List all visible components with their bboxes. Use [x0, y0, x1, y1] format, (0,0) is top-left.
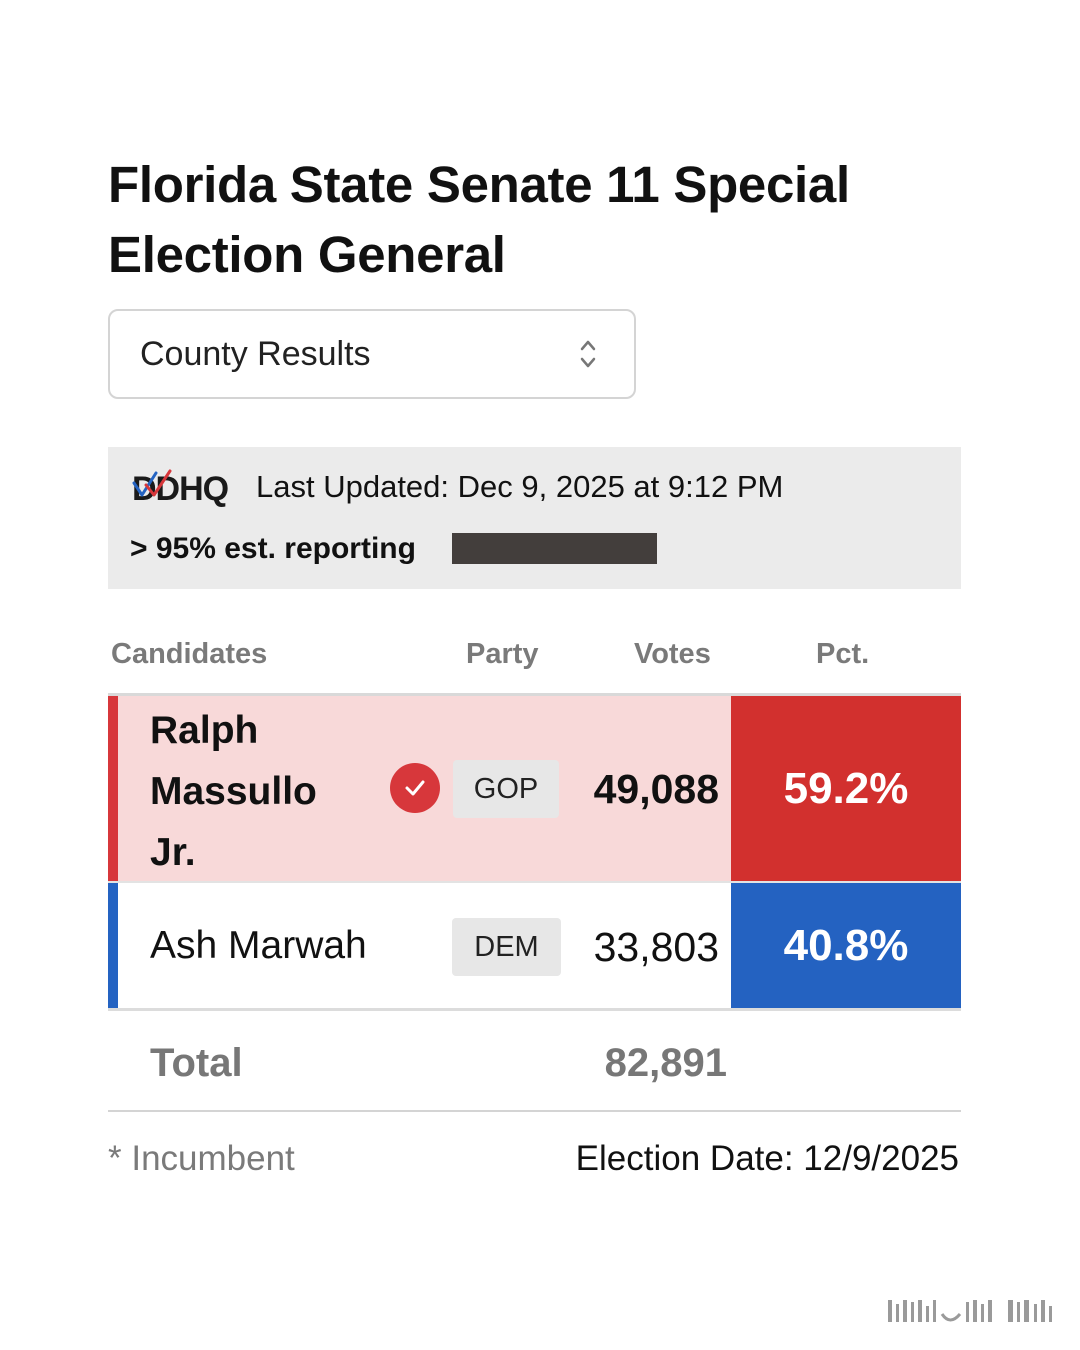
status-panel: DDHQ Last Updated: Dec 9, 2025 at 9:12 P… [108, 447, 961, 589]
watermark-logo [888, 1300, 1052, 1322]
total-label: Total [150, 1041, 243, 1085]
candidate-pct: 59.2% [731, 696, 961, 881]
row-divider [108, 1008, 961, 1011]
header-candidates: Candidates [111, 638, 268, 670]
party-badge: GOP [453, 760, 559, 818]
reporting-bar [452, 533, 657, 564]
select-value: County Results [140, 334, 371, 373]
reporting-text: > 95% est. reporting [130, 532, 416, 565]
table-row-marwah: Ash Marwah DEM 33,803 40.8% [108, 883, 961, 1008]
chevron-up-down-icon [580, 340, 596, 368]
last-updated-text: Last Updated: Dec 9, 2025 at 9:12 PM [256, 469, 784, 504]
results-view-select[interactable]: County Results [108, 309, 636, 399]
candidate-votes: 49,088 [593, 766, 719, 812]
table-row-massullo: Ralph Massullo Jr. GOP 49,088 59.2% [108, 696, 961, 881]
party-badge: DEM [452, 918, 561, 976]
row-divider [108, 881, 961, 883]
party-color-edge [108, 883, 118, 1008]
header-pct: Pct. [816, 638, 870, 670]
header-party: Party [466, 638, 539, 670]
election-date: Election Date: 12/9/2025 [575, 1139, 959, 1178]
candidate-name: Ralph Massullo Jr. [150, 709, 317, 874]
page-title: Florida State Senate 11 Special Election… [108, 156, 850, 283]
candidate-name: Ash Marwah [150, 924, 367, 967]
footer-divider [108, 1110, 961, 1112]
total-votes: 82,891 [604, 1041, 727, 1085]
candidate-pct: 40.8% [731, 883, 961, 1008]
incumbent-note: * Incumbent [108, 1139, 295, 1178]
ddhq-logo: DDHQ [132, 469, 230, 507]
winner-check-icon [390, 763, 440, 813]
party-color-edge [108, 696, 118, 881]
header-votes: Votes [634, 638, 711, 670]
table-top-rule [108, 693, 961, 696]
candidate-votes: 33,803 [593, 924, 719, 970]
